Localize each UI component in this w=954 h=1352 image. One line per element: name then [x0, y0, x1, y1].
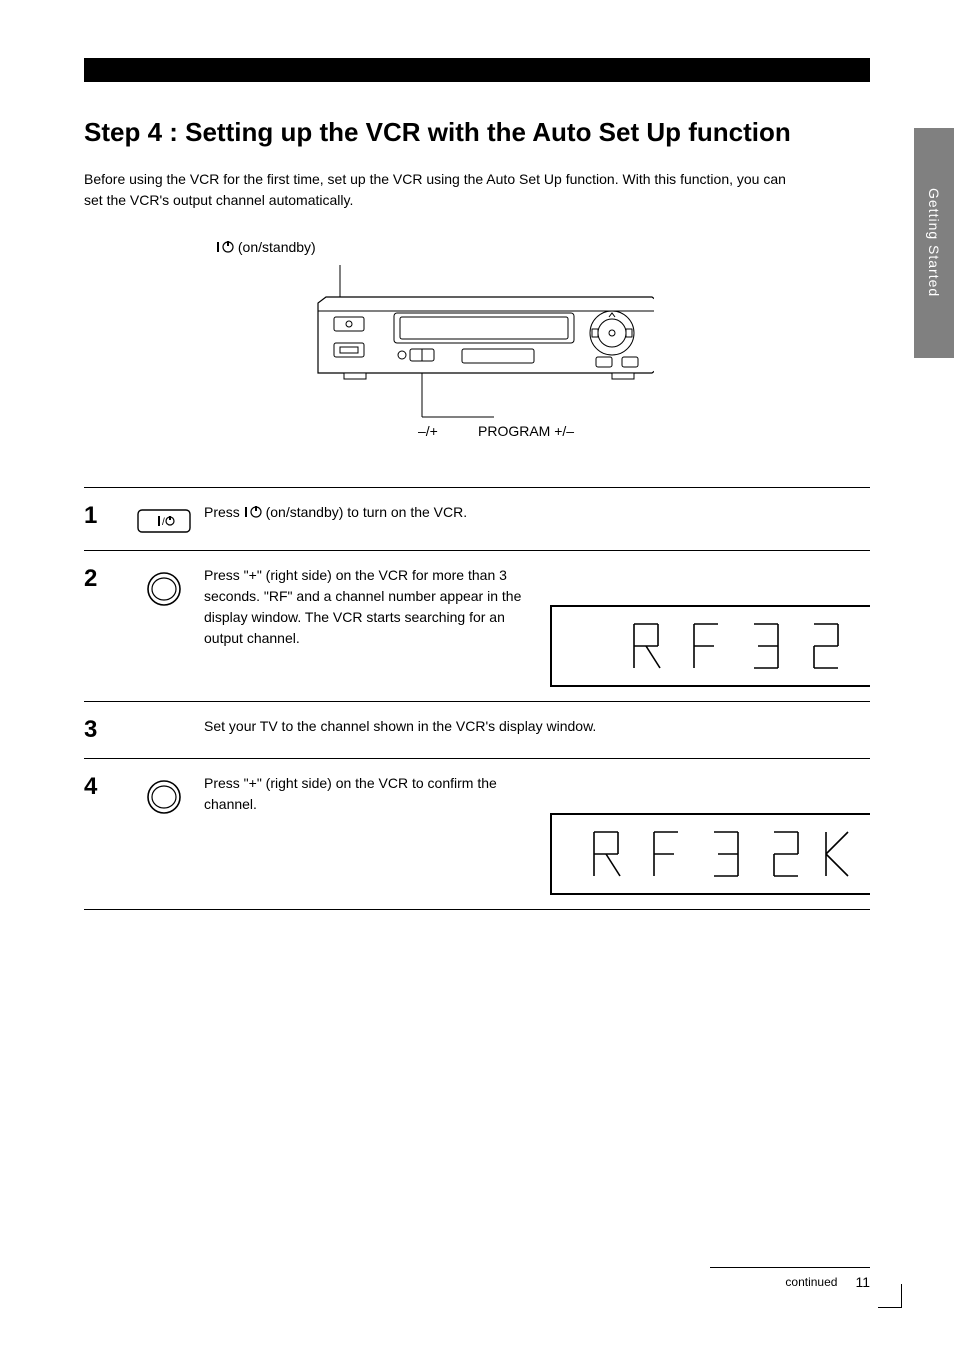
- step-number: 2: [84, 565, 124, 593]
- steps-list: 1 / Press: [84, 487, 870, 910]
- step-display: [550, 565, 870, 687]
- step1-suffix: (on/standby) to turn on the VCR.: [266, 504, 468, 520]
- vcr-illustration: [134, 239, 654, 439]
- seven-segment-rf32k: [564, 826, 864, 882]
- continued-label: continued: [785, 1275, 837, 1289]
- step-text: Press "+" (right side) on the VCR to con…: [204, 773, 530, 895]
- step1-prefix: Press: [204, 504, 244, 520]
- step-row: 4 Press "+" (right side) on the VCR to c…: [84, 758, 870, 910]
- intro-paragraph: Before using the VCR for the first time,…: [84, 169, 804, 211]
- page-title: Step 4 : Setting up the VCR with the Aut…: [84, 116, 870, 149]
- step-icon: /: [124, 502, 204, 536]
- page-content: Step 4 : Setting up the VCR with the Aut…: [0, 0, 954, 950]
- step-body: Set your TV to the channel shown in the …: [204, 716, 870, 737]
- seven-segment-rf32: [604, 618, 864, 674]
- page-footer: continued 11: [710, 1267, 870, 1290]
- lcd-display: [550, 605, 870, 687]
- step-row: 3 Set your TV to the channel shown in th…: [84, 701, 870, 758]
- diagram-power-text: (on/standby): [238, 239, 316, 255]
- step-icon: [124, 565, 204, 609]
- round-button-icon: [144, 777, 184, 817]
- step-body: Press (on/standby) to turn on the VCR.: [204, 502, 870, 525]
- step-row: 1 / Press: [84, 487, 870, 550]
- round-button-icon: [144, 569, 184, 609]
- step-row: 2 Press "+" (right side) on the VCR for …: [84, 550, 870, 701]
- lcd-display: [550, 813, 870, 895]
- step-body: Press "+" (right side) on the VCR for mo…: [204, 565, 870, 687]
- step-number: 4: [84, 773, 124, 801]
- power-on-icon: [216, 240, 234, 257]
- svg-text:/: /: [162, 517, 165, 528]
- step-text: Press (on/standby) to turn on the VCR.: [204, 502, 870, 525]
- diagram-vhf-label: –/+: [418, 423, 438, 439]
- page-number: 11: [855, 1274, 870, 1290]
- step-number: 3: [84, 716, 124, 744]
- diagram-prog-label: PROGRAM +/–: [478, 423, 574, 439]
- vcr-diagram: (on/standby) –/+ PROGRAM +/–: [134, 239, 870, 469]
- power-button-icon: /: [136, 506, 192, 536]
- step-display: [550, 773, 870, 895]
- crop-mark: [878, 1284, 902, 1308]
- step-icon: [124, 773, 204, 817]
- side-tab: Getting Started: [914, 128, 954, 358]
- side-tab-label: Getting Started: [926, 188, 942, 297]
- diagram-power-label: (on/standby): [216, 239, 316, 257]
- header-bar: [84, 58, 870, 82]
- step-text: Press "+" (right side) on the VCR for mo…: [204, 565, 530, 687]
- step-number: 1: [84, 502, 124, 530]
- step-text: Set your TV to the channel shown in the …: [204, 716, 870, 737]
- power-on-icon: [244, 504, 262, 525]
- step-icon: [124, 716, 204, 720]
- step-body: Press "+" (right side) on the VCR to con…: [204, 773, 870, 895]
